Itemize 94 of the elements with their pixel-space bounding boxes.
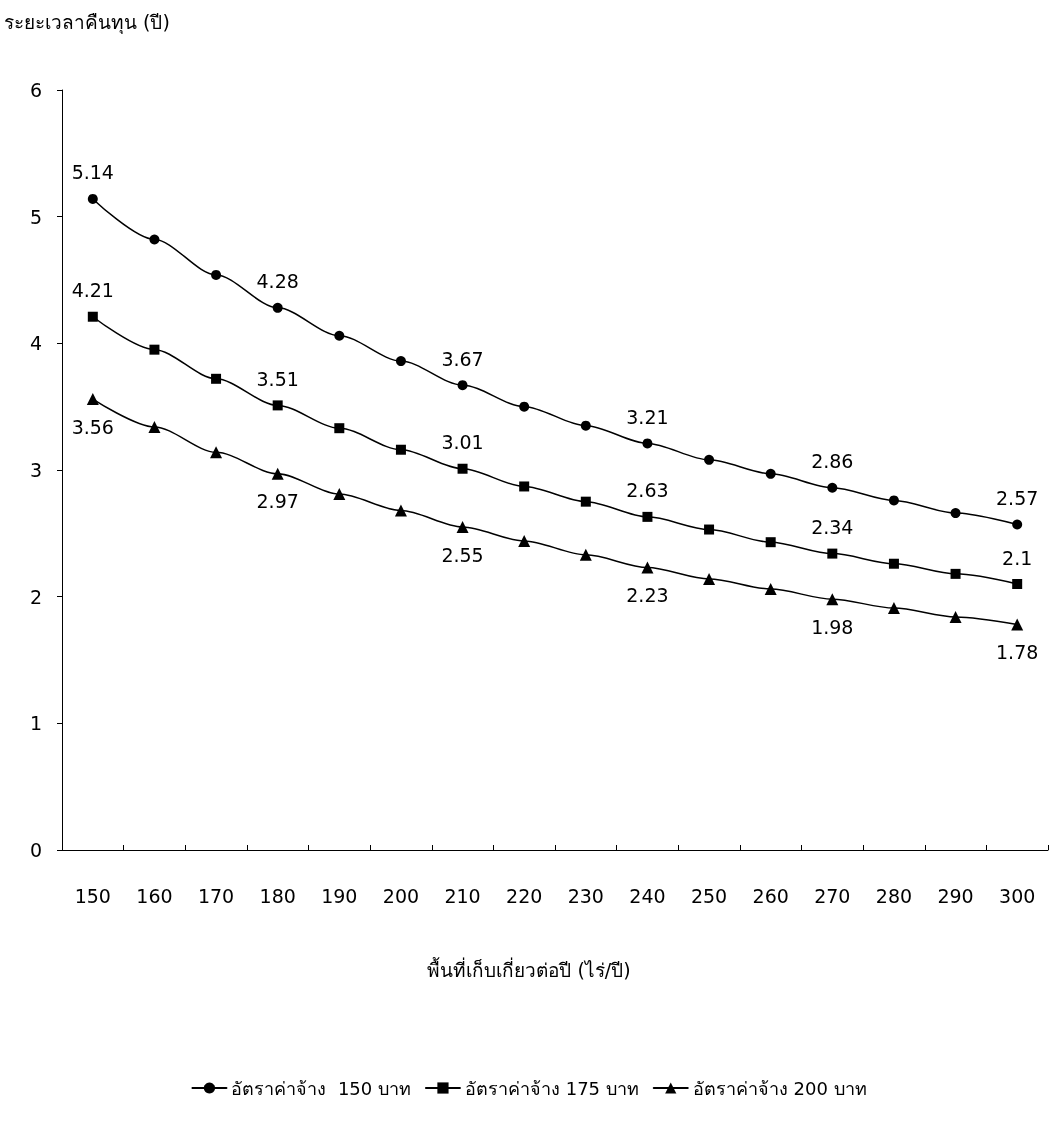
point [148, 420, 161, 433]
y-tick-label: 6 [29, 79, 42, 101]
point [1012, 579, 1023, 589]
point [457, 380, 468, 391]
x-tick-label: 180 [259, 884, 296, 907]
point [333, 488, 346, 501]
point [580, 420, 591, 431]
point [518, 534, 531, 547]
point [87, 193, 98, 204]
y-tick-label: 0 [29, 839, 42, 861]
data-label: 5.14 [71, 161, 114, 184]
x-tick-label: 240 [629, 884, 666, 907]
point [334, 330, 345, 341]
point [1012, 519, 1023, 530]
y-tick-label: 3 [29, 459, 42, 481]
point [211, 373, 222, 384]
x-tick-label: 200 [382, 884, 420, 907]
x-tick-label: 250 [690, 884, 728, 907]
data-label: 2.55 [441, 543, 484, 566]
data-label: 3.67 [441, 347, 484, 370]
y-tick-label: 5 [29, 205, 42, 228]
point [827, 482, 838, 493]
point [642, 438, 653, 449]
data-label: 2.86 [811, 450, 854, 473]
data-label: 3.56 [71, 415, 114, 438]
point [519, 481, 530, 492]
point [704, 454, 715, 465]
point [765, 537, 776, 548]
point [272, 400, 283, 411]
data-label: 1.98 [811, 615, 854, 638]
point [394, 504, 407, 517]
x-tick-label: 210 [444, 884, 481, 907]
point [395, 444, 406, 455]
x-tick-label: 280 [875, 884, 913, 907]
x-tick-label: 270 [814, 884, 851, 907]
point [395, 356, 406, 367]
point [87, 311, 98, 322]
x-axis-title: พื้นที่เก็บเกี่ยวต่อปี (ไร่/ปี) [427, 956, 631, 981]
point [579, 548, 592, 561]
point [704, 524, 715, 535]
x-tick-label: 190 [321, 884, 358, 907]
x-tick-label: 150 [74, 884, 111, 907]
legend-label: อัตราค่าจ้าง 150 บาท [231, 1077, 411, 1099]
y-tick-label: 4 [29, 332, 42, 355]
x-tick-label: 170 [197, 884, 235, 907]
data-label: 2.1 [1002, 546, 1033, 569]
point [949, 610, 962, 623]
point [271, 467, 284, 480]
point [642, 511, 653, 522]
point [641, 561, 654, 574]
point [580, 496, 591, 507]
data-label: 2.63 [626, 479, 669, 502]
point [519, 401, 530, 412]
data-label: 2.57 [996, 486, 1039, 509]
point [1011, 618, 1024, 631]
data-label: 4.21 [71, 279, 114, 302]
point [888, 495, 899, 506]
x-tick-label: 230 [567, 884, 604, 907]
y-axis-title: ระยะเวลาคืนทุน (ปี) [4, 10, 170, 35]
point [765, 468, 776, 479]
x-tick-label: 220 [506, 884, 543, 907]
data-label: 4.28 [256, 270, 299, 293]
point [457, 463, 468, 474]
point [703, 572, 716, 585]
point [827, 548, 838, 559]
data-label: 3.01 [441, 431, 484, 454]
point [86, 393, 99, 406]
point [887, 602, 900, 615]
data-label: 3.21 [626, 405, 669, 428]
data-label: 2.97 [256, 490, 299, 513]
y-tick-label: 2 [29, 585, 42, 608]
point [149, 344, 160, 355]
data-label: 1.78 [996, 641, 1039, 664]
x-tick-label: 160 [136, 884, 173, 907]
x-tick-label: 300 [999, 884, 1036, 907]
point [149, 234, 160, 245]
point [888, 558, 899, 569]
point [826, 593, 839, 606]
data-label: 2.34 [811, 516, 854, 539]
point [950, 508, 961, 519]
data-label: 2.23 [626, 584, 669, 607]
x-tick-label: 290 [937, 884, 974, 907]
point [456, 521, 469, 533]
point [950, 568, 961, 579]
point [764, 583, 777, 596]
point [210, 446, 223, 459]
point [272, 302, 283, 313]
point [334, 423, 345, 434]
x-tick-label: 260 [752, 884, 789, 907]
y-tick-label: 1 [29, 712, 42, 735]
legend-label: อัตราค่าจ้าง 175 บาท [464, 1077, 639, 1099]
point [211, 269, 222, 280]
legend-label: อัตราค่าจ้าง 200 บาท [692, 1077, 867, 1099]
data-label: 3.51 [256, 367, 299, 390]
